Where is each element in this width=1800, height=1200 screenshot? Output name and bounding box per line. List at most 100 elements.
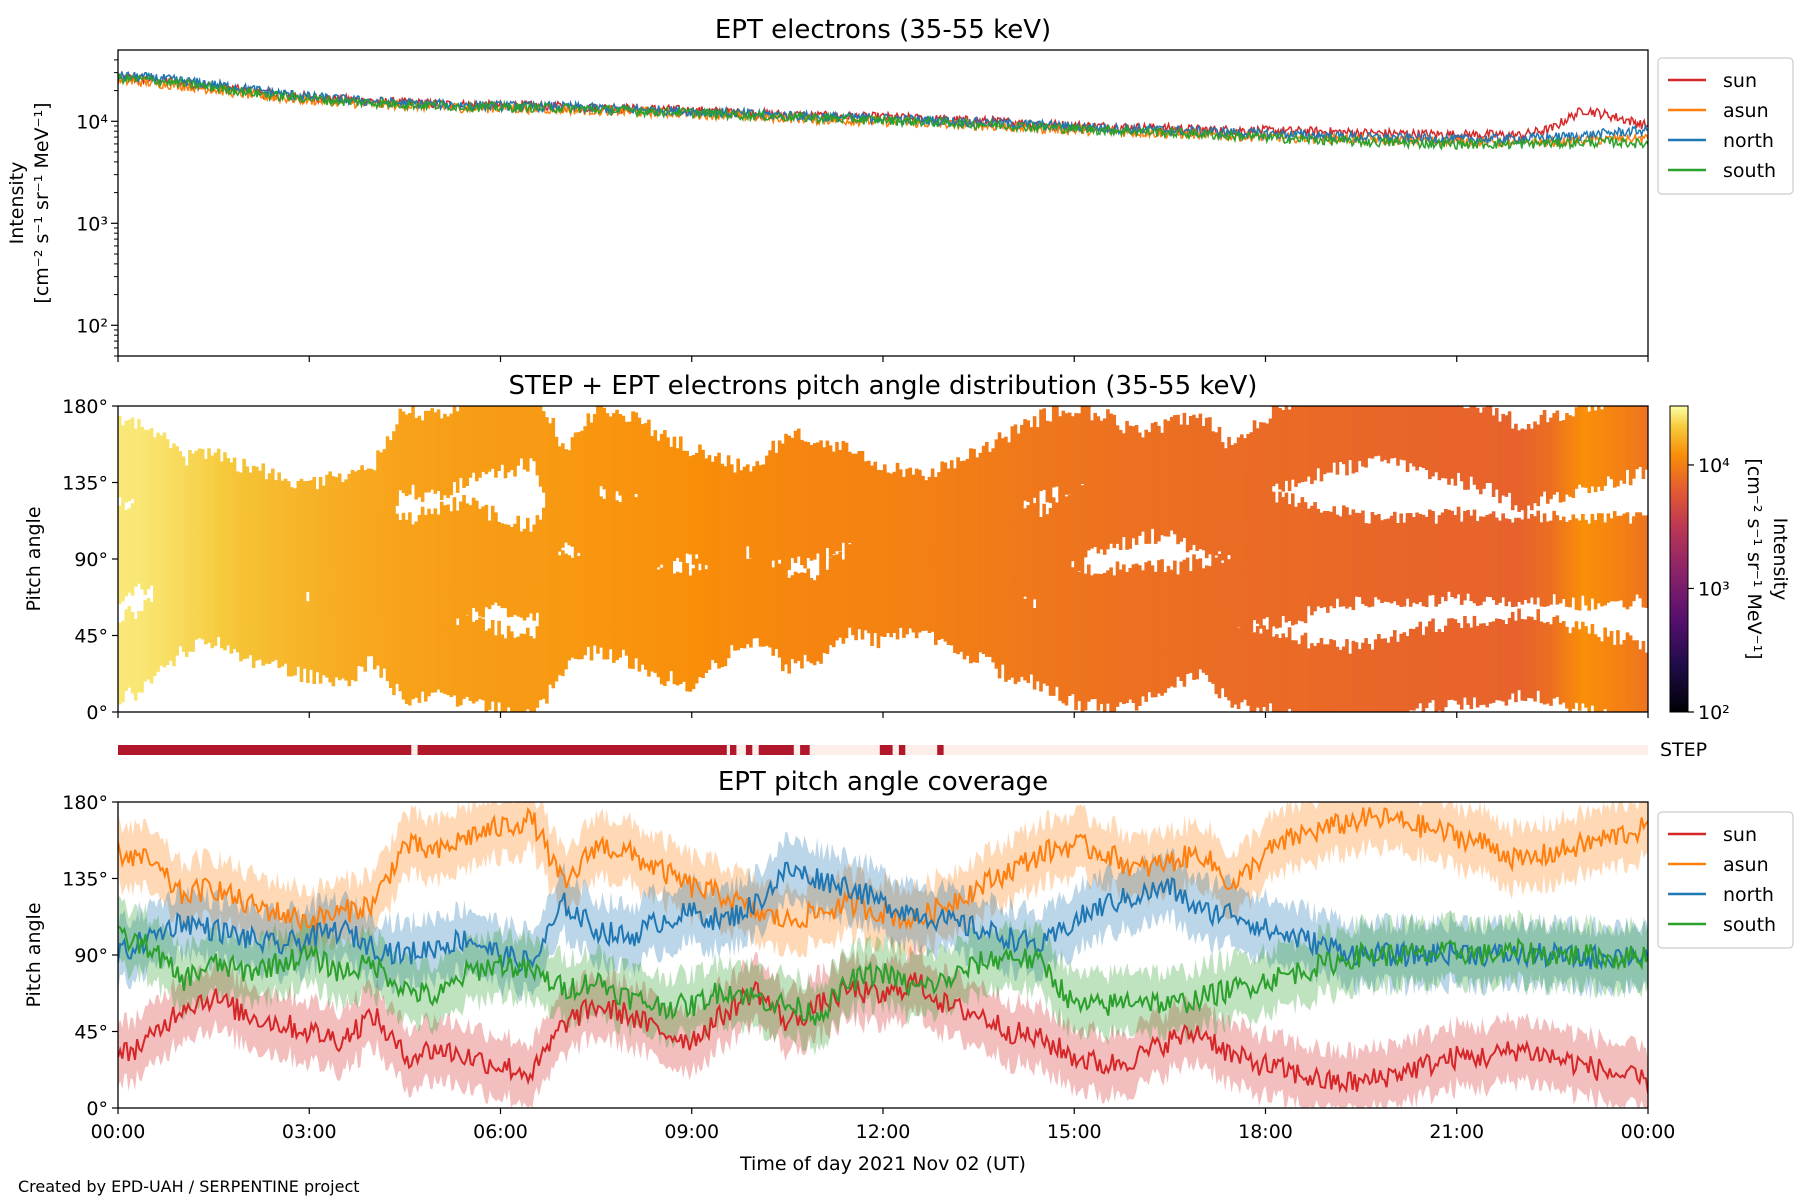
heatmap-cell <box>1201 426 1206 508</box>
heatmap-cell <box>322 485 326 568</box>
heatmap-cell <box>1284 406 1289 481</box>
panel4-title: EPT pitch angle coverage <box>718 767 1048 797</box>
heatmap-cell <box>1581 514 1585 596</box>
heatmap-cell <box>471 621 476 704</box>
heatmap-cell <box>286 594 291 677</box>
heatmap-cell <box>1080 630 1085 712</box>
heatmap-cell <box>1195 418 1199 500</box>
heatmap-cell <box>130 417 135 500</box>
heatmap-cell <box>184 540 189 623</box>
heatmap-cell <box>1134 563 1139 646</box>
legend-box <box>1657 57 1794 195</box>
pitch-angle-heatmap <box>118 406 1648 712</box>
heatmap-cell <box>1198 558 1203 640</box>
heatmap-cell <box>1208 472 1212 555</box>
heatmap-cell <box>1287 409 1292 492</box>
heatmap-cell <box>1488 406 1493 483</box>
heatmap-cell <box>1635 640 1639 712</box>
heatmap-cell <box>513 406 517 477</box>
heatmap-cell <box>1348 653 1352 712</box>
heatmap-cell <box>1603 406 1607 486</box>
heatmap-cell <box>1093 573 1097 656</box>
heatmap-cell <box>140 499 144 582</box>
heatmap-cell <box>188 494 192 576</box>
heatmap-cell <box>956 457 960 539</box>
heatmap-cell <box>624 493 629 576</box>
heatmap-cell <box>1590 624 1595 706</box>
heatmap-cell <box>803 441 807 523</box>
heatmap-cell <box>455 625 460 707</box>
heatmap-cell <box>1549 520 1553 603</box>
heatmap-cell <box>800 439 804 522</box>
heatmap-cell <box>1227 618 1231 701</box>
heatmap-cell <box>790 437 795 520</box>
heatmap-cell <box>962 539 967 621</box>
heatmap-cell <box>455 510 460 593</box>
heatmap-cell <box>1418 406 1423 467</box>
heatmap-cell <box>1437 406 1442 481</box>
heatmap-cell <box>1612 406 1617 488</box>
heatmap-cell <box>490 406 495 469</box>
heatmap-cell <box>1558 520 1563 602</box>
heatmap-cell <box>143 505 148 588</box>
heatmap-cell <box>408 561 412 644</box>
heatmap-cell <box>554 540 559 622</box>
heatmap-cell <box>376 516 380 599</box>
heatmap-cell <box>1310 406 1314 484</box>
heatmap-cell <box>768 450 772 532</box>
heatmap-cell <box>1552 413 1556 495</box>
heatmap-cell <box>1377 514 1381 596</box>
heatmap-cell <box>618 558 623 641</box>
heatmap-cell <box>825 569 830 652</box>
heatmap-cell <box>943 544 948 627</box>
heatmap-cell <box>1338 516 1343 598</box>
heatmap-cell <box>949 460 954 542</box>
heatmap-cell <box>427 410 431 493</box>
heatmap-cell <box>1246 624 1250 706</box>
y-tick-label: 0° <box>86 702 108 724</box>
heatmap-cell <box>149 499 154 582</box>
heatmap-cell <box>1294 406 1298 487</box>
heatmap-cell <box>1405 636 1410 712</box>
heatmap-cell <box>1546 521 1550 604</box>
heatmap-cell <box>379 511 383 594</box>
heatmap-cell <box>691 455 696 537</box>
heatmap-cell <box>229 462 234 545</box>
intensity-line-sun <box>118 70 1648 143</box>
heatmap-cell <box>599 547 603 630</box>
heatmap-cell <box>1039 409 1043 492</box>
heatmap-cell <box>545 549 549 631</box>
heatmap-cell <box>1450 618 1454 700</box>
heatmap-cell <box>1644 406 1648 470</box>
heatmap-cell <box>494 512 498 594</box>
heatmap-cell <box>682 450 686 533</box>
heatmap-cell <box>306 601 310 683</box>
heatmap-cell <box>388 512 393 594</box>
heatmap-cell <box>1590 406 1595 487</box>
heatmap-cell <box>522 406 527 470</box>
heatmap-cell <box>599 406 603 487</box>
heatmap-cell <box>793 571 798 654</box>
panel4-xlabel: Time of day 2021 Nov 02 (UT) <box>739 1153 1026 1175</box>
heatmap-cell <box>994 587 999 669</box>
heatmap-cell <box>484 504 489 587</box>
heatmap-cell <box>1271 544 1276 627</box>
heatmap-cell <box>497 522 501 604</box>
heatmap-cell <box>471 406 476 473</box>
heatmap-cell <box>1141 437 1145 519</box>
heatmap-cell <box>1243 487 1247 569</box>
heatmap-cell <box>1061 487 1066 569</box>
heatmap-cell <box>777 440 782 522</box>
heatmap-cell <box>465 503 470 585</box>
heatmap-cell <box>395 424 399 506</box>
heatmap-cell <box>1157 560 1161 642</box>
heatmap-cell <box>1195 559 1199 641</box>
heatmap-cell <box>1571 514 1576 596</box>
heatmap-cell <box>1176 414 1180 497</box>
heatmap-cell <box>621 415 626 498</box>
heatmap-cell <box>118 622 122 705</box>
heatmap-cell <box>133 428 138 511</box>
heatmap-cell <box>1013 501 1018 583</box>
heatmap-cell <box>637 560 642 642</box>
heatmap-cell <box>121 503 125 585</box>
